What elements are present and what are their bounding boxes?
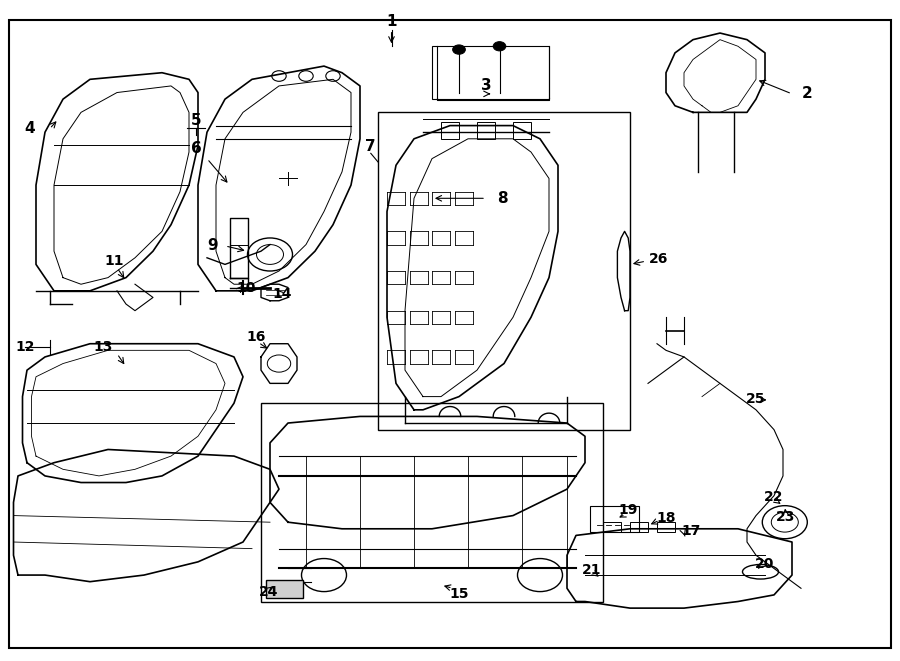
Text: 2: 2 bbox=[802, 87, 813, 101]
Text: 5: 5 bbox=[191, 113, 202, 128]
Text: 8: 8 bbox=[497, 191, 508, 206]
Text: 24: 24 bbox=[258, 584, 278, 599]
Text: 25: 25 bbox=[746, 391, 766, 406]
Bar bbox=[603, 522, 621, 532]
Text: 23: 23 bbox=[776, 510, 796, 524]
Bar bbox=[432, 46, 549, 99]
Text: 9: 9 bbox=[207, 239, 218, 253]
Text: 13: 13 bbox=[94, 340, 113, 354]
Text: 18: 18 bbox=[656, 510, 676, 525]
Bar bbox=[590, 506, 639, 532]
Text: 16: 16 bbox=[247, 330, 266, 344]
Text: 11: 11 bbox=[104, 254, 124, 268]
Text: 10: 10 bbox=[237, 280, 256, 295]
Circle shape bbox=[493, 42, 506, 51]
Text: 15: 15 bbox=[449, 586, 469, 601]
Bar bbox=[261, 403, 603, 602]
Bar bbox=[657, 522, 675, 532]
Circle shape bbox=[453, 45, 465, 54]
Text: 6: 6 bbox=[191, 141, 202, 156]
Text: 1: 1 bbox=[386, 14, 397, 28]
Text: 12: 12 bbox=[15, 340, 35, 354]
Text: 20: 20 bbox=[755, 557, 775, 571]
Text: 3: 3 bbox=[481, 79, 491, 93]
Text: 21: 21 bbox=[581, 563, 601, 578]
Text: 17: 17 bbox=[681, 524, 701, 538]
Text: 26: 26 bbox=[649, 252, 669, 266]
Bar bbox=[378, 112, 630, 430]
Bar bbox=[266, 580, 303, 598]
Text: 19: 19 bbox=[618, 503, 638, 518]
Bar bbox=[630, 522, 648, 532]
Text: 4: 4 bbox=[24, 122, 35, 136]
Text: 7: 7 bbox=[365, 139, 376, 154]
Bar bbox=[441, 122, 459, 139]
Text: 14: 14 bbox=[272, 287, 292, 301]
Bar bbox=[513, 122, 531, 139]
Text: 22: 22 bbox=[764, 490, 784, 504]
Bar bbox=[477, 122, 495, 139]
